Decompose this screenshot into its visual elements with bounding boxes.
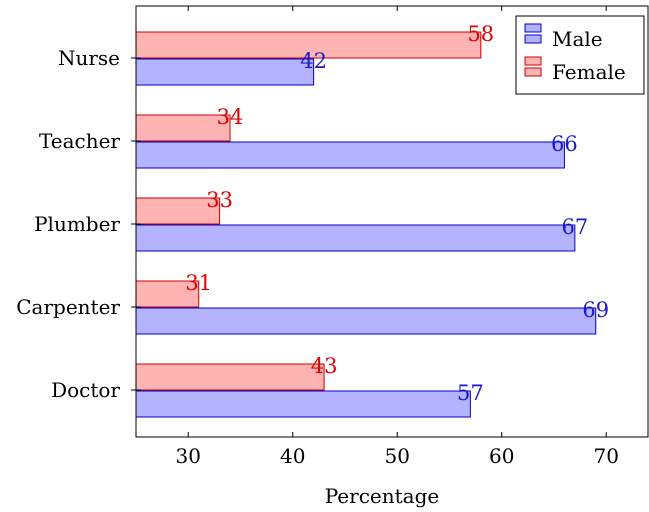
data-label-male-carpenter: 69 xyxy=(582,298,609,322)
bar-female-teacher xyxy=(135,114,231,142)
data-label-male-teacher: 66 xyxy=(551,132,578,156)
data-label-female-doctor: 43 xyxy=(311,354,338,378)
legend-swatch-male-b xyxy=(524,34,542,44)
legend-swatch-female-b xyxy=(524,67,542,77)
bars-layer xyxy=(135,31,597,418)
bar-male-teacher xyxy=(135,141,565,169)
data-label-female-plumber: 33 xyxy=(206,188,233,212)
data-label-male-plumber: 67 xyxy=(561,215,588,239)
legend-swatch-male-a xyxy=(524,23,542,33)
bar-male-nurse xyxy=(135,58,315,86)
bar-female-doctor xyxy=(135,363,325,391)
legend-swatch-female-a xyxy=(524,56,542,66)
y-tick-label-doctor: Doctor xyxy=(51,378,120,402)
x-tick-label: 70 xyxy=(593,444,618,468)
x-axis-label: Percentage xyxy=(325,484,439,508)
data-label-female-teacher: 34 xyxy=(217,105,244,129)
y-tick-label-plumber: Plumber xyxy=(34,212,120,236)
data-label-female-nurse: 58 xyxy=(467,22,494,46)
legend-label-female: Female xyxy=(552,60,626,84)
legend-label-male: Male xyxy=(552,27,603,51)
x-tick-label: 60 xyxy=(489,444,514,468)
bar-male-doctor xyxy=(135,390,471,418)
y-tick-label-carpenter: Carpenter xyxy=(16,295,120,319)
data-label-male-nurse: 42 xyxy=(300,49,327,73)
x-axis-ticks: 30 40 50 60 70 xyxy=(176,6,619,468)
bar-male-plumber xyxy=(135,224,576,252)
legend: Male Female xyxy=(515,15,645,95)
x-tick-label: 30 xyxy=(176,444,201,468)
y-axis-ticks: Nurse Teacher Plumber Carpenter Doctor xyxy=(16,46,141,402)
data-label-male-doctor: 57 xyxy=(457,381,484,405)
bar-female-nurse xyxy=(135,31,482,59)
y-tick-label-nurse: Nurse xyxy=(58,46,120,70)
plot-frame xyxy=(135,5,649,438)
x-tick-label: 50 xyxy=(384,444,409,468)
bar-male-carpenter xyxy=(135,307,597,335)
x-tick-label: 40 xyxy=(280,444,305,468)
data-labels-layer: 42 58 66 34 67 33 69 31 57 43 xyxy=(185,22,609,405)
y-tick-label-teacher: Teacher xyxy=(39,129,120,153)
data-label-female-carpenter: 31 xyxy=(185,271,212,295)
